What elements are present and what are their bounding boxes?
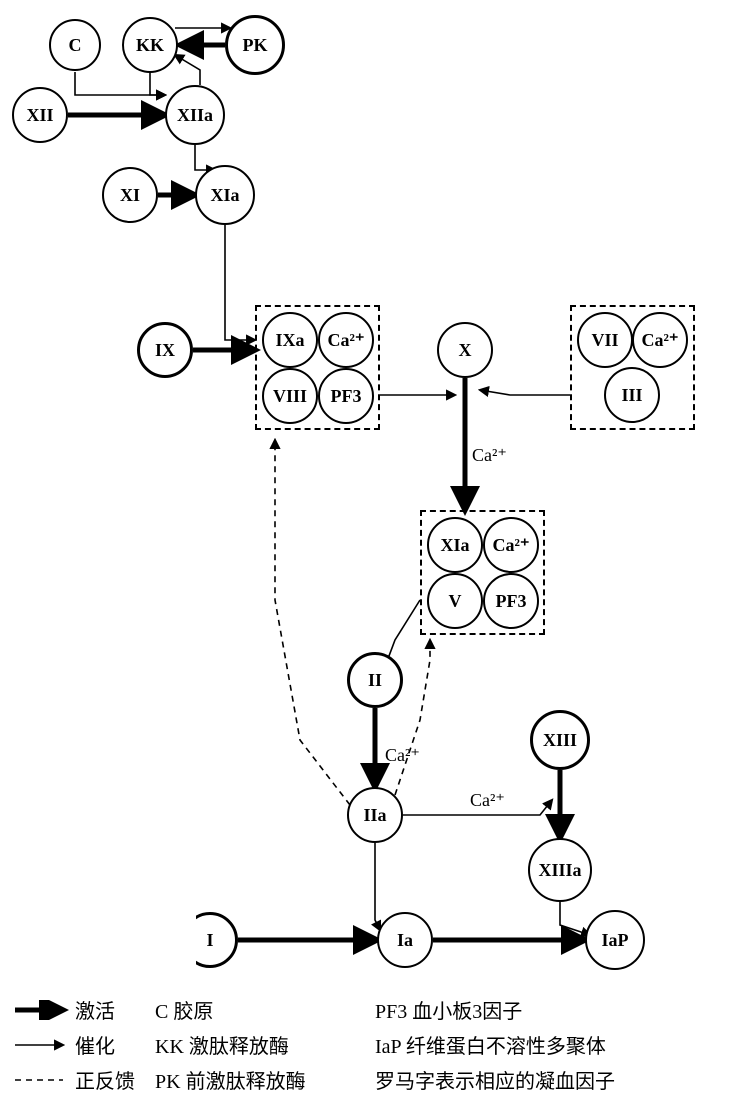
legend-abbrev: C 胶原: [155, 995, 375, 1024]
node-label: PF3: [496, 591, 527, 612]
node-Ca_b2: Ca²⁺: [632, 312, 688, 368]
node-label: I: [206, 930, 213, 951]
node-label: XIIIa: [538, 860, 581, 881]
free-label-2: Ca²⁺: [470, 790, 505, 811]
node-XII: XII: [12, 87, 68, 143]
node-label: XI: [120, 185, 140, 206]
free-label-1: Ca²⁺: [385, 745, 420, 766]
node-label: XII: [26, 105, 53, 126]
node-III: III: [604, 367, 660, 423]
legend-abbrev: PK 前激肽释放酶: [155, 1065, 375, 1094]
edge-XIIa-KK: [175, 55, 200, 85]
edge-IIa-box3_fb: [395, 640, 430, 795]
legend-symbol-activate: [10, 1000, 75, 1020]
node-XIII: XIII: [530, 710, 590, 770]
legend-symbol-catalyze: [10, 1035, 75, 1055]
node-label: X: [459, 340, 472, 361]
legend-desc: PF3 血小板3因子: [375, 995, 522, 1024]
node-VIII: VIII: [262, 368, 318, 424]
node-label: PF3: [331, 386, 362, 407]
legend: 激活C 胶原PF3 血小板3因子催化KK 激肽释放酶IaP 纤维蛋白不溶性多聚体…: [10, 995, 740, 1100]
node-label: XIII: [543, 730, 577, 751]
node-label: KK: [136, 35, 164, 56]
node-label: XIIa: [177, 105, 213, 126]
legend-row-1: 催化KK 激肽释放酶IaP 纤维蛋白不溶性多聚体: [10, 1030, 740, 1059]
node-Xa: XIa: [427, 517, 483, 573]
edge-XIa-box1: [225, 225, 255, 340]
legend-meaning: 正反馈: [75, 1065, 155, 1094]
node-X: X: [437, 322, 493, 378]
node-KK: KK: [122, 17, 178, 73]
node-label: XIa: [440, 535, 469, 556]
legend-desc: IaP 纤维蛋白不溶性多聚体: [375, 1030, 606, 1059]
node-label: VIII: [273, 386, 307, 407]
node-label: VII: [591, 330, 618, 351]
node-label: IIa: [363, 805, 386, 826]
edge-IIa-box1_fb: [275, 440, 350, 805]
legend-row-2: 正反馈PK 前激肽释放酶罗马字表示相应的凝血因子: [10, 1065, 740, 1094]
node-label: III: [621, 385, 642, 406]
node-PK: PK: [225, 15, 285, 75]
node-label: Ca²⁺: [493, 535, 530, 556]
edge-KK-XIIa: [150, 72, 165, 95]
node-label: Ca²⁺: [642, 330, 679, 351]
node-Ia: Ia: [377, 912, 433, 968]
node-II: II: [347, 652, 403, 708]
node-IIa: IIa: [347, 787, 403, 843]
node-label: IX: [155, 340, 175, 361]
legend-meaning: 激活: [75, 995, 155, 1024]
node-label: V: [449, 591, 462, 612]
node-Ca_b3: Ca²⁺: [483, 517, 539, 573]
node-XI: XI: [102, 167, 158, 223]
node-XIIa: XIIa: [165, 85, 225, 145]
node-label: IaP: [602, 930, 629, 951]
legend-row-0: 激活C 胶原PF3 血小板3因子: [10, 995, 740, 1024]
node-PF3_2: PF3: [483, 573, 539, 629]
node-IX: IX: [137, 322, 193, 378]
edge-box2-X: [480, 390, 570, 395]
node-label: PK: [243, 35, 268, 56]
edge-XIIa-XIa: [195, 145, 215, 170]
node-V: V: [427, 573, 483, 629]
node-label: Ca²⁺: [328, 330, 365, 351]
legend-desc: 罗马字表示相应的凝血因子: [375, 1065, 615, 1094]
node-label: C: [69, 35, 82, 56]
legend-meaning: 催化: [75, 1030, 155, 1059]
node-XIa: XIa: [195, 165, 255, 225]
node-label: XIa: [210, 185, 239, 206]
node-label: IXa: [275, 330, 304, 351]
node-XIIIa: XIIIa: [528, 838, 592, 902]
node-I: I: [182, 912, 238, 968]
diagram-canvas: 激活C 胶原PF3 血小板3因子催化KK 激肽释放酶IaP 纤维蛋白不溶性多聚体…: [0, 0, 750, 1098]
node-C: C: [49, 19, 101, 71]
node-IXa: IXa: [262, 312, 318, 368]
node-PF3_1: PF3: [318, 368, 374, 424]
legend-abbrev: KK 激肽释放酶: [155, 1030, 375, 1059]
node-IaP: IaP: [585, 910, 645, 970]
node-label: Ia: [397, 930, 413, 951]
edge-C-XIIa: [75, 72, 165, 95]
node-label: II: [368, 670, 382, 691]
edge-IIa-Ia_down: [375, 843, 380, 930]
legend-symbol-feedback: [10, 1070, 75, 1090]
node-Ca_b1: Ca²⁺: [318, 312, 374, 368]
node-VII: VII: [577, 312, 633, 368]
free-label-0: Ca²⁺: [472, 445, 507, 466]
